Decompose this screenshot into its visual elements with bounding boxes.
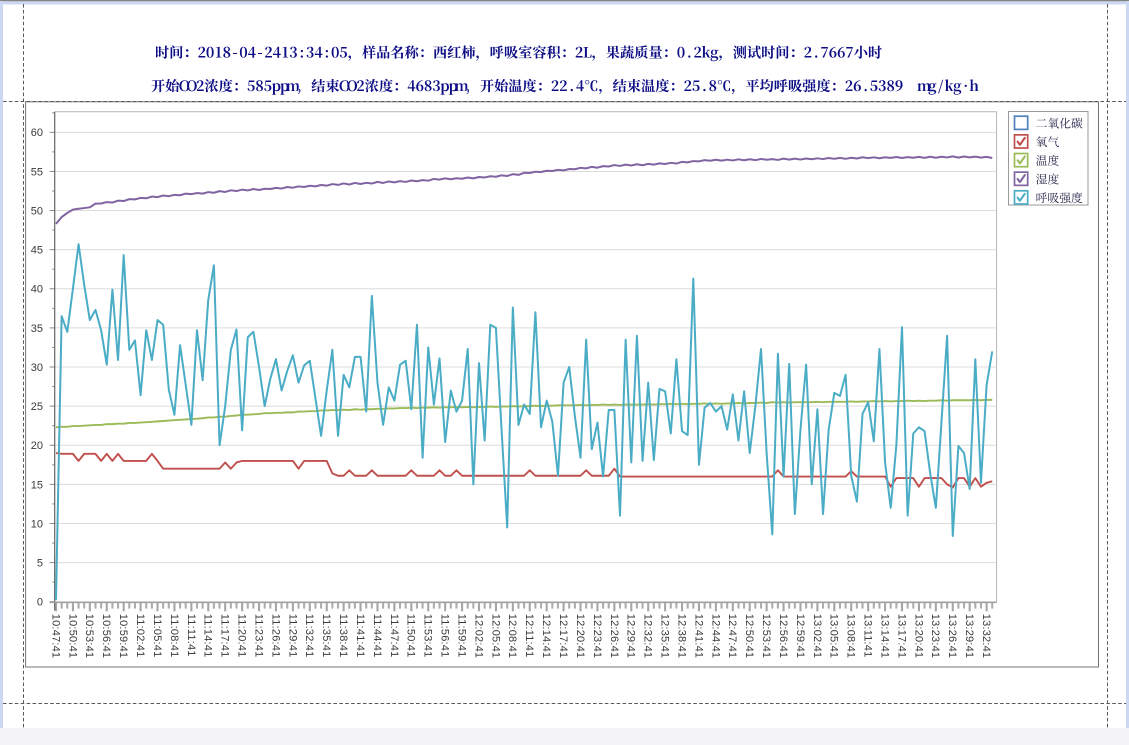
svg-text:12:20:41: 12:20:41 bbox=[574, 614, 586, 658]
svg-text:11:35:41: 11:35:41 bbox=[320, 614, 332, 658]
svg-text:10:47:41: 10:47:41 bbox=[49, 614, 61, 658]
svg-text:40: 40 bbox=[31, 284, 43, 296]
svg-text:12:08:41: 12:08:41 bbox=[506, 614, 518, 658]
svg-text:11:05:41: 11:05:41 bbox=[151, 614, 163, 658]
svg-text:12:05:41: 12:05:41 bbox=[489, 614, 501, 658]
svg-text:11:23:41: 11:23:41 bbox=[252, 614, 264, 658]
svg-text:13:26:41: 13:26:41 bbox=[946, 614, 958, 658]
svg-text:11:08:41: 11:08:41 bbox=[168, 614, 180, 658]
svg-text:10:59:41: 10:59:41 bbox=[117, 614, 129, 658]
svg-text:12:47:41: 12:47:41 bbox=[726, 614, 738, 658]
svg-text:5: 5 bbox=[37, 557, 43, 569]
svg-text:12:44:41: 12:44:41 bbox=[709, 614, 721, 658]
svg-text:12:38:41: 12:38:41 bbox=[675, 614, 687, 658]
svg-text:11:20:41: 11:20:41 bbox=[236, 614, 248, 658]
svg-text:12:26:41: 12:26:41 bbox=[608, 614, 620, 658]
svg-text:11:26:41: 11:26:41 bbox=[269, 614, 281, 658]
svg-text:13:14:41: 13:14:41 bbox=[878, 614, 890, 658]
svg-text:10: 10 bbox=[31, 518, 43, 530]
svg-text:13:29:41: 13:29:41 bbox=[963, 614, 975, 658]
svg-text:10:50:41: 10:50:41 bbox=[66, 614, 78, 658]
svg-text:11:44:41: 11:44:41 bbox=[371, 614, 383, 658]
svg-text:12:50:41: 12:50:41 bbox=[743, 614, 755, 658]
svg-text:12:53:41: 12:53:41 bbox=[760, 614, 772, 658]
svg-text:11:47:41: 11:47:41 bbox=[388, 614, 400, 658]
svg-text:55: 55 bbox=[31, 166, 43, 178]
svg-text:13:23:41: 13:23:41 bbox=[929, 614, 941, 658]
svg-text:12:17:41: 12:17:41 bbox=[557, 614, 569, 658]
svg-text:11:32:41: 11:32:41 bbox=[303, 614, 315, 658]
svg-text:12:32:41: 12:32:41 bbox=[642, 614, 654, 658]
svg-text:35: 35 bbox=[31, 323, 43, 335]
svg-text:12:02:41: 12:02:41 bbox=[472, 614, 484, 658]
svg-text:13:02:41: 13:02:41 bbox=[811, 614, 823, 658]
svg-text:60: 60 bbox=[31, 127, 43, 139]
svg-text:11:41:41: 11:41:41 bbox=[354, 614, 366, 658]
svg-text:12:56:41: 12:56:41 bbox=[777, 614, 789, 658]
svg-text:11:29:41: 11:29:41 bbox=[286, 614, 298, 658]
svg-text:15: 15 bbox=[31, 479, 43, 491]
svg-text:20: 20 bbox=[31, 440, 43, 452]
svg-text:12:14:41: 12:14:41 bbox=[540, 614, 552, 658]
svg-text:11:11:41: 11:11:41 bbox=[185, 614, 197, 657]
svg-text:0: 0 bbox=[37, 597, 43, 609]
svg-text:12:41:41: 12:41:41 bbox=[692, 614, 704, 658]
svg-text:12:35:41: 12:35:41 bbox=[659, 614, 671, 658]
svg-text:11:50:41: 11:50:41 bbox=[405, 614, 417, 658]
svg-text:50: 50 bbox=[31, 205, 43, 217]
svg-text:11:38:41: 11:38:41 bbox=[337, 614, 349, 658]
svg-text:13:11:41: 13:11:41 bbox=[862, 614, 874, 658]
svg-text:11:02:41: 11:02:41 bbox=[134, 614, 146, 658]
svg-text:12:59:41: 12:59:41 bbox=[794, 614, 806, 658]
svg-text:12:29:41: 12:29:41 bbox=[625, 614, 637, 658]
svg-text:11:59:41: 11:59:41 bbox=[455, 614, 467, 658]
svg-text:11:53:41: 11:53:41 bbox=[422, 614, 434, 658]
svg-text:13:17:41: 13:17:41 bbox=[895, 614, 907, 658]
svg-text:12:23:41: 12:23:41 bbox=[591, 614, 603, 658]
svg-text:12:11:41: 12:11:41 bbox=[523, 614, 535, 658]
svg-text:13:32:41: 13:32:41 bbox=[980, 614, 992, 658]
svg-text:11:17:41: 11:17:41 bbox=[219, 614, 231, 658]
svg-text:13:08:41: 13:08:41 bbox=[845, 614, 857, 658]
svg-text:30: 30 bbox=[31, 362, 43, 374]
svg-text:45: 45 bbox=[31, 245, 43, 257]
svg-text:11:56:41: 11:56:41 bbox=[439, 614, 451, 658]
svg-text:11:14:41: 11:14:41 bbox=[202, 614, 214, 658]
svg-text:10:56:41: 10:56:41 bbox=[100, 614, 112, 658]
svg-text:13:20:41: 13:20:41 bbox=[912, 614, 924, 658]
svg-text:10:53:41: 10:53:41 bbox=[83, 614, 95, 658]
svg-text:25: 25 bbox=[31, 401, 43, 413]
svg-text:13:05:41: 13:05:41 bbox=[828, 614, 840, 658]
